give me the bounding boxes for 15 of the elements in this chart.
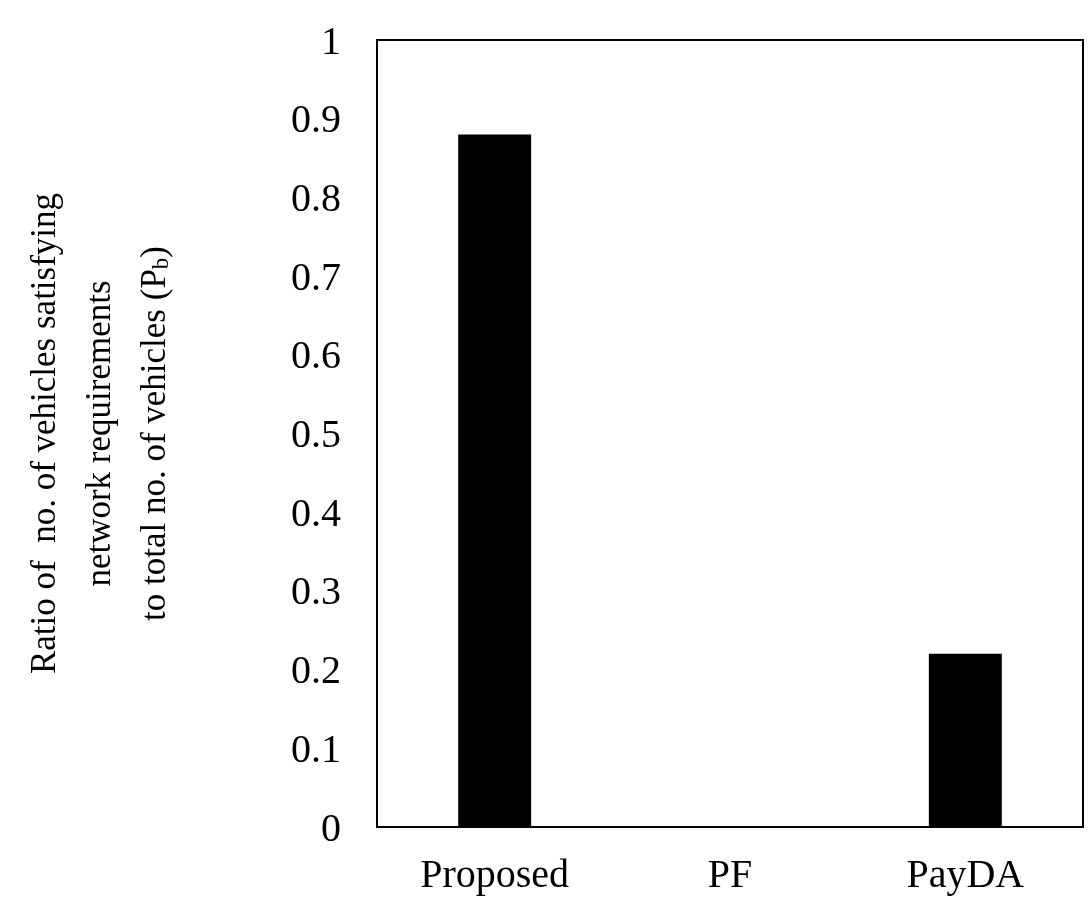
y-tick-label: 0.5 [291, 411, 341, 456]
y-axis-title: Ratio of no. of vehicles satisfying network requirements to total no. of vehicles (Pb) [24, 192, 173, 675]
x-tick-label: PF [707, 850, 753, 896]
y-tick-label: 1 [321, 17, 341, 63]
y-tick-label: 0.4 [291, 489, 341, 535]
x-tick-label: PayDA [906, 850, 1025, 896]
y-tick-label: 0.6 [291, 332, 341, 378]
x-tick-label: Proposed [420, 850, 570, 896]
y-tick-label: 0.1 [291, 725, 341, 771]
y-tick-label: 0.7 [291, 253, 341, 299]
y-tick-label: 0.2 [291, 647, 341, 693]
y-tick-label: 0.8 [291, 174, 341, 220]
y-tick-label: 0.3 [291, 568, 341, 614]
y-tick-label: 0.9 [291, 96, 341, 142]
y-tick-label: 0 [321, 804, 341, 850]
